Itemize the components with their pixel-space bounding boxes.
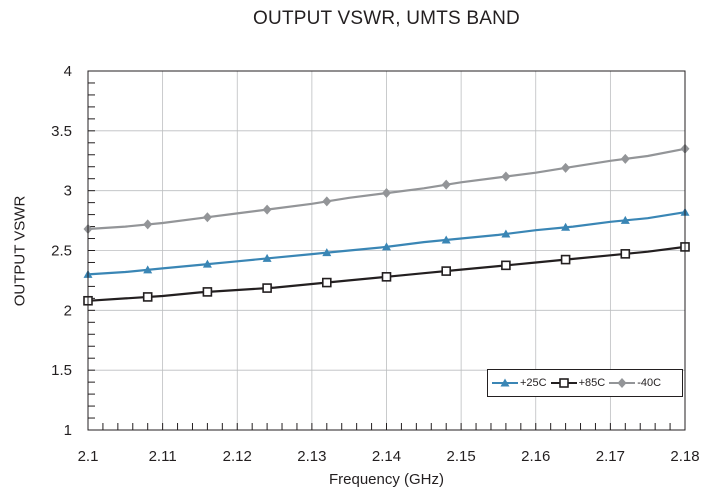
legend-marker <box>617 378 627 388</box>
data-point <box>322 248 332 257</box>
x-tick-label: 2.15 <box>447 448 476 465</box>
legend-label-minus40c: -40C <box>637 377 662 389</box>
x-tick-label: 2.12 <box>223 448 252 465</box>
legend-swatch-85c <box>550 378 577 388</box>
data-point <box>202 212 212 223</box>
data-point <box>381 272 392 282</box>
x-tick-label: 2.1 <box>78 448 99 465</box>
data-point <box>620 153 630 164</box>
series-25c <box>83 207 690 278</box>
legend-label-85c: +85C <box>578 377 606 389</box>
x-tick-label: 2.17 <box>596 448 625 465</box>
x-tick-label: 2.18 <box>670 448 699 465</box>
data-point <box>560 254 571 265</box>
plot-frame <box>87 70 686 431</box>
data-point <box>382 242 391 251</box>
data-point <box>441 235 451 244</box>
data-point <box>501 171 511 182</box>
data-point <box>561 222 571 231</box>
data-point <box>382 188 391 199</box>
x-tick-label: 2.14 <box>372 448 401 465</box>
chart-title: OUTPUT VSWR, UMTS BAND <box>253 8 520 29</box>
data-point <box>202 259 212 268</box>
legend-label-25c: +25C <box>520 377 547 389</box>
data-point <box>561 162 571 173</box>
data-point <box>501 229 511 238</box>
data-point <box>620 215 630 224</box>
legend-item-minus40c: -40C <box>608 377 661 389</box>
data-point <box>322 196 332 207</box>
axis-ticks <box>87 70 686 431</box>
data-point <box>262 253 272 262</box>
series-40c <box>83 143 690 234</box>
data-point <box>620 249 631 259</box>
data-point <box>501 260 511 271</box>
legend-marker <box>558 378 569 388</box>
x-tick-label: 2.11 <box>149 448 177 465</box>
y-tick-label: 2.5 <box>51 243 72 260</box>
tick-labels: 2.1 2.11 2.12 2.13 2.14 2.15 2.16 2.17 2.18 1 1.5 2… <box>51 63 699 465</box>
y-tick-label: 1.5 <box>51 362 72 379</box>
y-tick-label: 3.5 <box>51 123 72 140</box>
y-axis-label: OUTPUT VSWR <box>11 195 29 307</box>
legend-swatch-25c <box>492 378 518 387</box>
x-tick-label: 2.16 <box>521 448 550 465</box>
data-point <box>441 179 451 190</box>
y-tick-label: 4 <box>64 63 72 80</box>
data-point <box>262 204 272 215</box>
data-point <box>321 277 332 288</box>
y-tick-label: 3 <box>64 183 72 200</box>
data-point <box>143 219 153 230</box>
data-point <box>441 266 452 276</box>
x-tick-label: 2.13 <box>297 448 326 465</box>
legend-item-85c: +85C <box>550 377 606 389</box>
legend-item-25c: +25C <box>491 377 547 389</box>
data-point <box>202 287 213 297</box>
legend-marker <box>500 378 510 387</box>
data-point <box>142 292 153 302</box>
y-tick-label: 2 <box>64 302 72 319</box>
x-axis-label: Frequency (GHz) <box>328 471 445 488</box>
y-tick-label: 1 <box>64 422 72 439</box>
legend: +25C +85C -40C <box>487 369 683 397</box>
data-point <box>262 283 272 293</box>
data-point <box>143 265 153 274</box>
legend-swatch-minus40c <box>609 378 636 388</box>
